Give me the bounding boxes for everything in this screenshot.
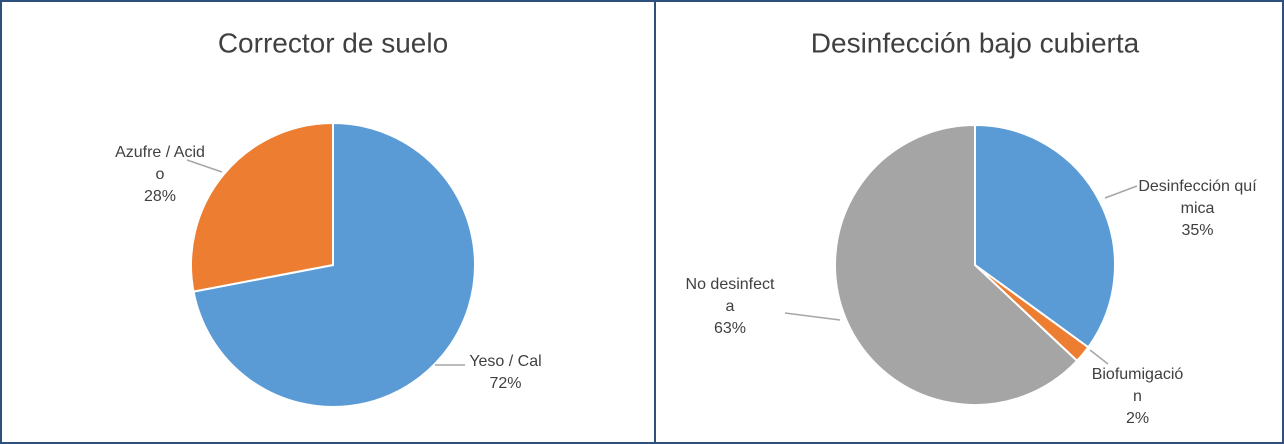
slice-value: 63%: [713, 320, 747, 337]
slice-label: Biofumigación 2%: [1090, 364, 1185, 430]
chart-title: Corrector de suelo: [218, 27, 448, 58]
pie-slice: [974, 123, 1116, 349]
slice-label: No desinfecta 63%: [685, 274, 775, 340]
slice-value: 2%: [1125, 410, 1150, 427]
leader-line: [1089, 349, 1109, 365]
slice-name: No desinfecta: [685, 276, 775, 315]
slice-label: Azufre / Acido 28%: [115, 142, 205, 208]
leader-line: [186, 159, 223, 173]
slice-name: Biofumigación: [1091, 366, 1184, 405]
leader-line: [784, 312, 841, 321]
slice-value: 72%: [489, 375, 522, 392]
slice-label: Yeso / Cal 72%: [458, 351, 553, 395]
slice-label: Desinfección química 35%: [1135, 176, 1260, 242]
slice-name: Yeso / Cal: [469, 353, 542, 370]
leader-line: [1104, 185, 1138, 199]
slice-name: Desinfección química: [1138, 178, 1257, 217]
pie-slice: [192, 121, 476, 408]
slice-name: Azufre / Acido: [115, 144, 205, 183]
pie-slice: [190, 121, 334, 293]
pie-slice: [834, 123, 1079, 406]
slice-value: 35%: [1181, 222, 1214, 239]
slice-value: 28%: [143, 188, 177, 205]
chart-title: Desinfección bajo cubierta: [811, 27, 1140, 58]
